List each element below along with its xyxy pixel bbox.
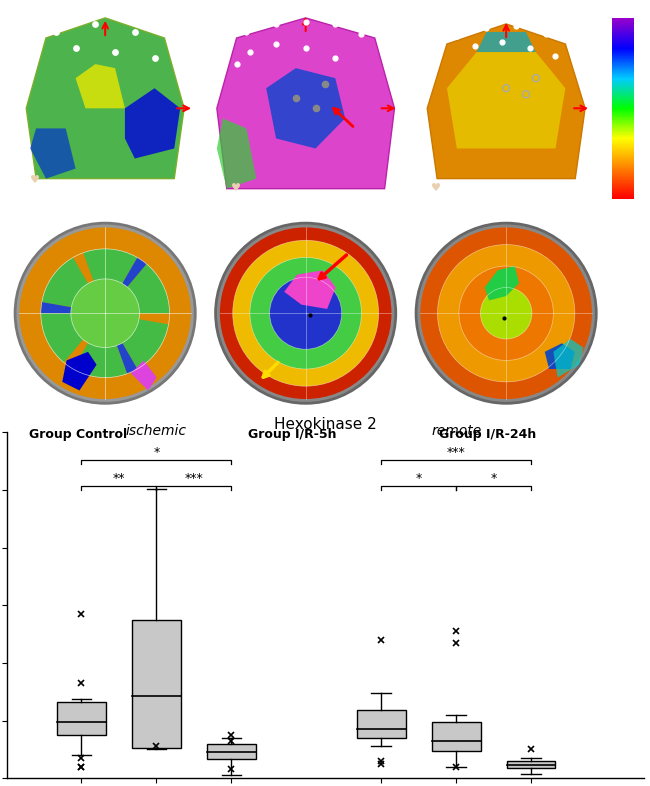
Text: Group I/R-24h: Group I/R-24h xyxy=(439,428,536,442)
Point xyxy=(291,92,301,105)
Circle shape xyxy=(270,277,342,349)
Polygon shape xyxy=(62,352,97,391)
Text: ***: *** xyxy=(447,446,465,459)
Circle shape xyxy=(20,227,191,399)
Point xyxy=(330,17,341,30)
Circle shape xyxy=(421,227,592,399)
Wedge shape xyxy=(41,302,105,313)
Point xyxy=(129,26,140,39)
Text: A: A xyxy=(10,14,23,32)
Text: ♥: ♥ xyxy=(30,174,40,185)
Polygon shape xyxy=(447,52,566,149)
Polygon shape xyxy=(284,270,335,309)
Polygon shape xyxy=(545,343,575,369)
Wedge shape xyxy=(73,313,127,377)
Polygon shape xyxy=(427,24,585,178)
Circle shape xyxy=(480,288,532,339)
Wedge shape xyxy=(105,313,137,373)
Circle shape xyxy=(15,223,195,403)
Bar xyxy=(507,761,556,768)
Point xyxy=(525,42,535,54)
Text: Group I/R-5h: Group I/R-5h xyxy=(248,428,337,442)
Wedge shape xyxy=(41,313,105,362)
Point xyxy=(271,17,281,30)
Bar xyxy=(207,744,255,759)
Text: remote: remote xyxy=(431,424,481,439)
Point xyxy=(70,42,81,54)
Text: ♥: ♥ xyxy=(431,182,441,193)
Wedge shape xyxy=(105,264,170,313)
Point xyxy=(231,58,242,71)
Circle shape xyxy=(216,223,396,403)
Point xyxy=(241,26,252,39)
Text: ischemic: ischemic xyxy=(126,424,187,439)
Circle shape xyxy=(250,258,361,369)
Point xyxy=(501,82,512,94)
Circle shape xyxy=(233,241,378,386)
Bar xyxy=(432,722,480,751)
Point xyxy=(551,50,561,62)
Polygon shape xyxy=(30,128,75,178)
Text: **: ** xyxy=(112,472,125,485)
Polygon shape xyxy=(217,18,395,189)
Point xyxy=(51,26,61,39)
Point xyxy=(245,46,255,58)
Circle shape xyxy=(71,279,140,347)
Polygon shape xyxy=(553,339,584,377)
Point xyxy=(481,22,491,35)
Polygon shape xyxy=(131,361,157,391)
Point xyxy=(150,52,160,64)
Point xyxy=(540,28,551,40)
Point xyxy=(356,28,366,40)
Polygon shape xyxy=(485,266,519,300)
Point xyxy=(469,40,480,53)
Wedge shape xyxy=(105,258,146,313)
Wedge shape xyxy=(42,258,105,313)
Point xyxy=(452,30,462,42)
Point xyxy=(521,88,531,101)
Point xyxy=(511,20,521,32)
Circle shape xyxy=(459,266,553,361)
Polygon shape xyxy=(26,18,184,178)
Text: Group Control: Group Control xyxy=(29,428,127,442)
Point xyxy=(110,46,120,58)
Polygon shape xyxy=(125,88,180,159)
Point xyxy=(530,72,541,84)
Wedge shape xyxy=(105,313,168,369)
Point xyxy=(300,42,311,54)
Point xyxy=(90,17,101,30)
Wedge shape xyxy=(83,249,137,313)
Point xyxy=(271,38,281,50)
Polygon shape xyxy=(476,32,536,52)
Title: Hexokinase 2: Hexokinase 2 xyxy=(274,417,376,432)
Polygon shape xyxy=(217,119,256,189)
Circle shape xyxy=(220,227,391,399)
Text: *: * xyxy=(153,446,159,459)
Point xyxy=(330,52,341,64)
Text: *: * xyxy=(491,472,497,485)
Text: *: * xyxy=(415,472,422,485)
Bar xyxy=(357,711,406,738)
Text: HK2: HK2 xyxy=(42,14,77,29)
Text: ***: *** xyxy=(185,472,203,485)
Polygon shape xyxy=(266,68,345,149)
Circle shape xyxy=(416,223,596,403)
Polygon shape xyxy=(75,64,125,108)
Point xyxy=(320,78,331,90)
Point xyxy=(300,16,311,28)
Bar xyxy=(132,619,181,748)
Point xyxy=(310,102,320,115)
Point xyxy=(497,35,508,48)
Circle shape xyxy=(437,244,575,382)
Bar xyxy=(57,702,106,735)
Text: ♥: ♥ xyxy=(231,182,240,193)
